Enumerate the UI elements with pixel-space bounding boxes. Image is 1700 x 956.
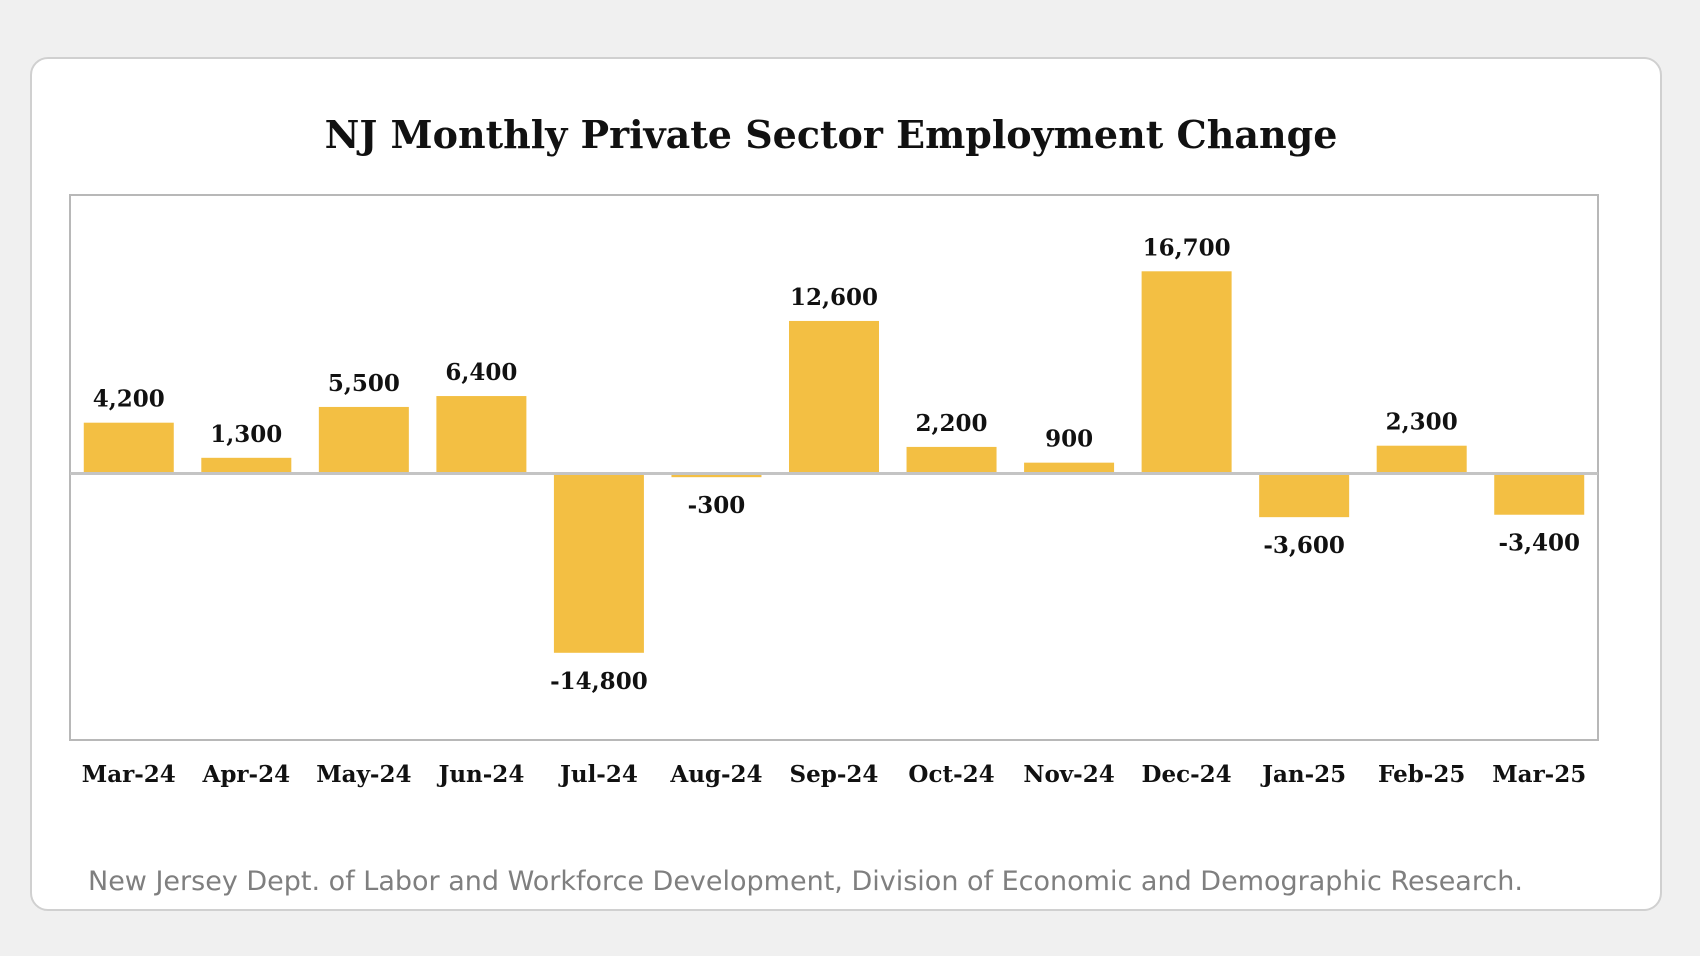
bar-nov-24 bbox=[1024, 462, 1115, 474]
bar-mar-25 bbox=[1494, 473, 1585, 515]
category-label: Jan-25 bbox=[1260, 761, 1346, 788]
bar-aug-24 bbox=[671, 473, 762, 478]
category-label: May-24 bbox=[316, 761, 411, 788]
category-labels-group: Mar-24 Apr-24 May-24 Jun-24 Jul-24 Aug-24 Sep-… bbox=[82, 761, 1587, 788]
value-label: 5,500 bbox=[328, 370, 400, 397]
category-label: Mar-25 bbox=[1492, 761, 1586, 788]
value-label: 12,600 bbox=[790, 284, 878, 311]
category-label: Oct-24 bbox=[908, 761, 994, 788]
value-label: -300 bbox=[688, 492, 746, 519]
value-label: 900 bbox=[1045, 426, 1093, 453]
category-label: Dec-24 bbox=[1142, 761, 1232, 788]
bar-jun-24 bbox=[436, 396, 527, 474]
value-labels-group: 4,200 1,300 5,500 6,400 -14,800 -300 12,600 2,2… bbox=[93, 234, 1580, 695]
bar-may-24 bbox=[318, 406, 409, 474]
value-label: 1,300 bbox=[210, 421, 282, 448]
bar-apr-24 bbox=[201, 457, 292, 474]
category-label: Nov-24 bbox=[1023, 761, 1114, 788]
category-label: Feb-25 bbox=[1378, 761, 1465, 788]
value-label: 16,700 bbox=[1143, 234, 1231, 261]
source-note: New Jersey Dept. of Labor and Workforce … bbox=[88, 866, 1523, 897]
bar-sep-24 bbox=[789, 320, 879, 474]
category-label: Jul-24 bbox=[558, 761, 638, 788]
bar-feb-25 bbox=[1376, 445, 1467, 474]
value-label: 2,200 bbox=[916, 410, 988, 437]
value-label: -14,800 bbox=[550, 668, 648, 695]
bar-jan-25 bbox=[1259, 473, 1350, 518]
category-label: Mar-24 bbox=[82, 761, 176, 788]
value-label: -3,400 bbox=[1498, 530, 1580, 557]
category-label: Jun-24 bbox=[436, 761, 524, 788]
bar-jul-24 bbox=[553, 473, 644, 653]
value-label: 4,200 bbox=[93, 386, 165, 413]
value-label: -3,600 bbox=[1263, 532, 1345, 559]
bars-group bbox=[83, 271, 1585, 653]
bar-oct-24 bbox=[906, 446, 997, 474]
value-label: 6,400 bbox=[445, 359, 517, 386]
value-label: 2,300 bbox=[1386, 409, 1458, 436]
category-label: Aug-24 bbox=[669, 761, 762, 788]
bar-dec-24 bbox=[1141, 271, 1232, 474]
chart-title: NJ Monthly Private Sector Employment Cha… bbox=[324, 112, 1338, 157]
category-label: Apr-24 bbox=[202, 761, 291, 788]
bar-mar-24 bbox=[83, 422, 174, 474]
category-label: Sep-24 bbox=[790, 761, 879, 788]
